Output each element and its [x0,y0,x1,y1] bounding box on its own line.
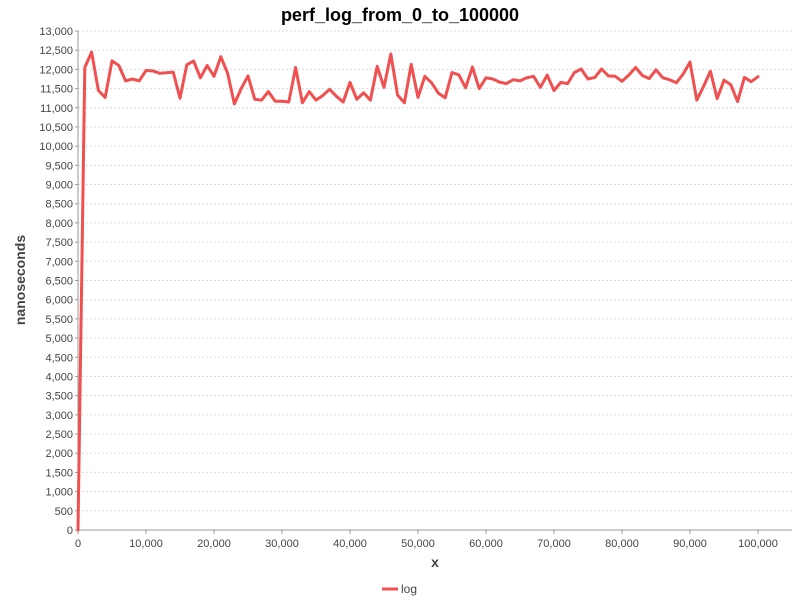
y-tick-label: 13,000 [39,26,73,38]
y-tick-label: 9,500 [45,160,73,172]
x-tick-label: 50,000 [401,538,435,550]
legend: log [382,582,417,596]
y-tick-label: 7,000 [45,256,73,268]
y-tick-label: 11,000 [40,103,73,115]
x-tick-label: 10,000 [129,538,163,550]
y-tick-label: 5,000 [45,333,73,345]
x-tick-label: 80,000 [605,538,639,550]
series-line-log [76,50,760,532]
gridlines [78,30,792,512]
y-tick-label: 7,500 [45,237,73,249]
y-tick-label: 6,500 [45,276,73,288]
y-tick-label: 11,500 [40,84,73,96]
y-tick-label: 2,000 [45,448,73,460]
y-tick-label: 8,500 [45,199,73,211]
y-tick-label: 10,000 [39,141,73,153]
y-tick-label: 1,000 [45,487,73,499]
x-tick-label: 30,000 [265,538,299,550]
y-tick-label: 4,500 [45,352,73,364]
x-tick-label: 0 [75,538,81,550]
x-tick-label: 100,000 [738,538,778,550]
y-tick-label: 2,500 [45,429,73,441]
y-tick-label: 10,500 [39,122,73,134]
legend-label-log: log [401,582,417,596]
x-tick-label: 60,000 [469,538,503,550]
y-axis-ticks: 0 500 1,000 1,500 2,000 2,500 3,000 3,500 4,000 4… [39,26,78,537]
x-axis-ticks: 0 10,000 20,000 30,000 40,000 50,000 60,000 70,… [75,530,778,550]
y-tick-label: 12,500 [39,45,73,57]
y-tick-label: 3,000 [45,410,73,422]
chart-title: perf_log_from_0_to_100000 [281,5,519,25]
y-tick-label: 6,000 [45,295,73,307]
y-tick-label: 3,500 [45,391,73,403]
y-tick-label: 500 [55,506,73,518]
y-tick-label: 1,500 [45,467,73,479]
y-tick-label: 12,000 [39,64,73,76]
y-tick-label: 9,000 [45,180,73,192]
y-tick-label: 0 [67,525,73,537]
y-tick-label: 8,000 [45,218,73,230]
y-tick-label: 4,000 [45,371,73,383]
x-tick-label: 90,000 [673,538,707,550]
y-tick-label: 5,500 [45,314,73,326]
x-tick-label: 20,000 [197,538,231,550]
x-tick-label: 70,000 [537,538,571,550]
series-lines [76,50,760,532]
x-tick-label: 40,000 [333,538,367,550]
y-axis-label: nanoseconds [12,235,28,325]
x-axis-label: x [431,554,439,570]
